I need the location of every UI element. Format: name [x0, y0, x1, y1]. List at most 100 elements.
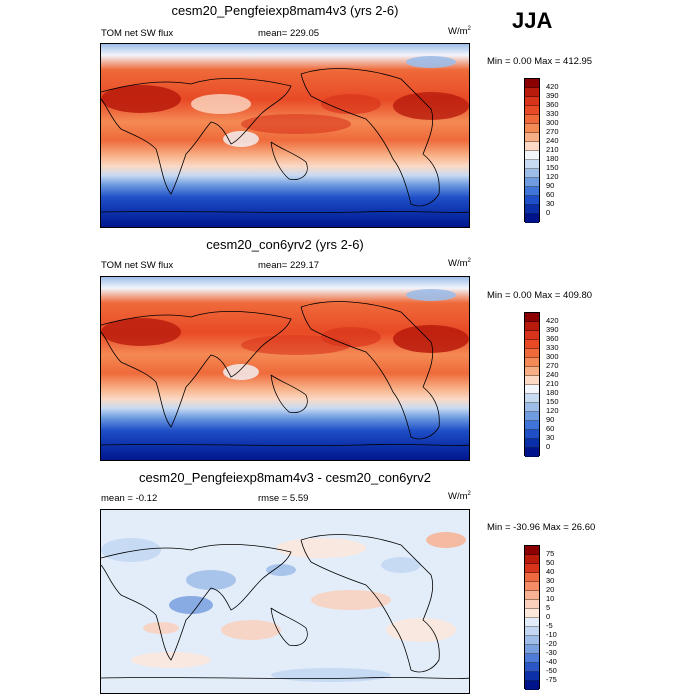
- colorbar-box: [525, 169, 539, 178]
- colorbar-box: [525, 133, 539, 142]
- colorbar-box: [525, 160, 539, 169]
- colorbar-box: [525, 564, 539, 573]
- colorbar-tick-label: 240: [546, 136, 559, 145]
- colorbar-tick-label: 40: [546, 567, 555, 576]
- colorbar-box: [525, 151, 539, 160]
- colorbar-tick-label: 180: [546, 388, 559, 397]
- colorbar-tick-label: -20: [546, 639, 557, 648]
- panel-2-title: cesm20_con6yrv2 (yrs 2-6): [206, 237, 364, 252]
- panel-2-map-field: [101, 277, 469, 460]
- colorbar-tick-label: 420: [546, 82, 559, 91]
- colorbar-box: [525, 546, 539, 555]
- panel-3-units: W/m2: [448, 491, 471, 503]
- panel-3-rmse-label: rmse = 5.59: [258, 493, 309, 504]
- colorbar-box: [525, 79, 539, 88]
- colorbar-tick-label: 50: [546, 558, 555, 567]
- panel-3-title: cesm20_Pengfeiexp8mam4v3 - cesm20_con6yr…: [139, 470, 431, 485]
- colorbar-box: [525, 385, 539, 394]
- panel-2-minmax: Min = 0.00 Max = 409.80: [487, 290, 593, 301]
- panel-1-minmax: Min = 0.00 Max = 412.95: [487, 56, 593, 67]
- panel-1-variable-label: TOM net SW flux: [101, 28, 174, 39]
- colorbar-tick-label: 150: [546, 163, 559, 172]
- colorbar-tick-label: 270: [546, 127, 559, 136]
- colorbar-box: [525, 394, 539, 403]
- colorbar-tick-label: 150: [546, 397, 559, 406]
- panel-3-minmax: Min = -30.96 Max = 26.60: [487, 522, 596, 533]
- colorbar-tick-label: 390: [546, 325, 559, 334]
- colorbar-box: [525, 421, 539, 430]
- panel-1-map-field: [101, 44, 469, 227]
- colorbar-box: [525, 313, 539, 322]
- colorbar-box: [525, 439, 539, 448]
- colorbar-tick-label: 30: [546, 576, 555, 585]
- panel-2-variable-label: TOM net SW flux: [101, 260, 174, 271]
- colorbar-box: [525, 124, 539, 133]
- season-label: JJA: [512, 8, 553, 33]
- colorbar-tick-label: 360: [546, 100, 559, 109]
- colorbar-box: [525, 430, 539, 439]
- colorbar-box: [525, 636, 539, 645]
- colorbar-box: [525, 205, 539, 214]
- colorbar-tick-label: 270: [546, 361, 559, 370]
- colorbar-box: [525, 600, 539, 609]
- panel-2-mean-label: mean= 229.17: [258, 260, 320, 271]
- colorbar-tick-label: 210: [546, 145, 559, 154]
- colorbar-tick-label: 60: [546, 190, 555, 199]
- colorbar-box: [525, 115, 539, 124]
- colorbar-box: [525, 196, 539, 205]
- colorbar-box: [525, 142, 539, 151]
- colorbar-tick-label: 30: [546, 199, 555, 208]
- colorbar-box: [525, 187, 539, 196]
- colorbar-box: [525, 609, 539, 618]
- colorbar-box: [525, 573, 539, 582]
- colorbar-tick-label: 90: [546, 415, 555, 424]
- panel-3-mean-label: mean = -0.12: [101, 493, 158, 504]
- colorbar-box: [525, 106, 539, 115]
- colorbar-tick-label: 210: [546, 379, 559, 388]
- colorbar-box: [525, 555, 539, 564]
- colorbar-tick-label: 390: [546, 91, 559, 100]
- panel-1-map: [100, 43, 470, 228]
- colorbar-tick-label: -10: [546, 630, 557, 639]
- panel-2-colorbar: [524, 312, 540, 457]
- colorbar-box: [525, 358, 539, 367]
- colorbar-tick-label: 60: [546, 424, 555, 433]
- colorbar-box: [525, 97, 539, 106]
- panel-1-title: cesm20_Pengfeiexp8mam4v3 (yrs 2-6): [171, 3, 399, 18]
- colorbar-tick-label: 300: [546, 118, 559, 127]
- panel-3-colorbar: [524, 545, 540, 690]
- colorbar-box: [525, 331, 539, 340]
- colorbar-box: [525, 367, 539, 376]
- panel-2-units: W/m2: [448, 258, 471, 270]
- colorbar-box: [525, 403, 539, 412]
- panel-1-colorbar: [524, 78, 540, 223]
- colorbar-tick-label: -5: [546, 621, 553, 630]
- colorbar-tick-label: 180: [546, 154, 559, 163]
- colorbar-tick-label: 0: [546, 442, 551, 451]
- panel-1-units: W/m2: [448, 26, 471, 38]
- colorbar-tick-label: -30: [546, 648, 557, 657]
- colorbar-box: [525, 618, 539, 627]
- colorbar-box: [525, 591, 539, 600]
- colorbar-box: [525, 340, 539, 349]
- colorbar-tick-label: 300: [546, 352, 559, 361]
- colorbar-tick-label: 360: [546, 334, 559, 343]
- colorbar-tick-label: -75: [546, 675, 557, 684]
- colorbar-box: [525, 448, 539, 457]
- colorbar-box: [525, 376, 539, 385]
- colorbar-box: [525, 627, 539, 636]
- colorbar-box: [525, 645, 539, 654]
- panel-3-map: [100, 509, 470, 694]
- colorbar-tick-label: -50: [546, 666, 557, 675]
- colorbar-tick-label: -40: [546, 657, 557, 666]
- colorbar-box: [525, 322, 539, 331]
- panel-1-mean-label: mean= 229.05: [258, 28, 320, 39]
- colorbar-box: [525, 582, 539, 591]
- colorbar-tick-label: 90: [546, 181, 555, 190]
- colorbar-tick-label: 120: [546, 172, 559, 181]
- colorbar-tick-label: 420: [546, 316, 559, 325]
- colorbar-tick-label: 20: [546, 585, 555, 594]
- colorbar-tick-label: 120: [546, 406, 559, 415]
- panel-3-map-field: [101, 510, 469, 693]
- colorbar-tick-label: 0: [546, 208, 551, 217]
